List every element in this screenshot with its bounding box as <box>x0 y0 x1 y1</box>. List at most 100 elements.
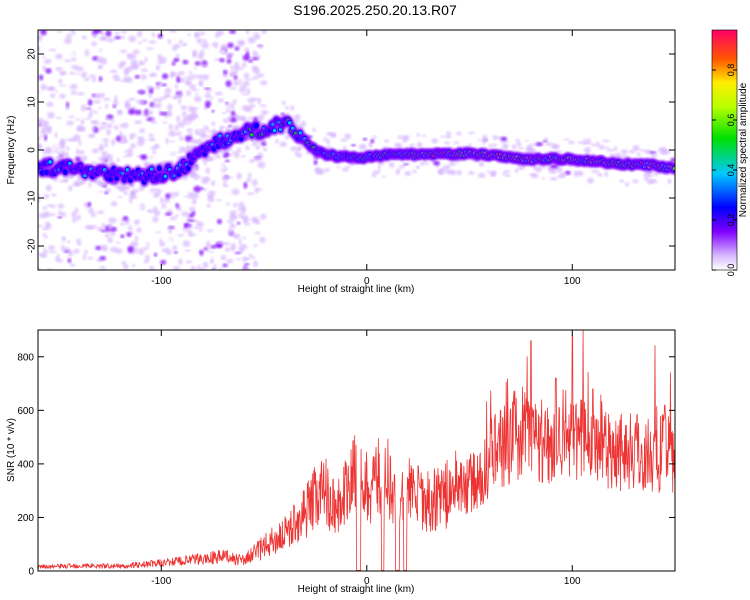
noise-blob <box>146 110 154 115</box>
noise-blob <box>194 66 198 70</box>
noise-blob <box>215 199 223 202</box>
noise-blob <box>107 237 113 244</box>
noise-blob <box>199 49 205 56</box>
noise-blob <box>123 69 129 76</box>
noise-blob <box>349 162 357 166</box>
noise-blob <box>568 140 575 145</box>
noise-blob <box>187 191 195 199</box>
noise-blob <box>244 263 250 266</box>
noise-blob <box>166 151 174 155</box>
noise-blob <box>155 65 161 71</box>
noise-blob <box>620 149 628 154</box>
noise-blob <box>178 258 183 265</box>
noise-blob <box>81 35 87 40</box>
noise-blob <box>176 131 182 136</box>
noise-blob <box>545 142 553 146</box>
noise-blob <box>45 185 53 191</box>
noise-blob <box>239 244 248 250</box>
noise-blob <box>155 188 162 194</box>
ridge-peak <box>287 121 292 125</box>
noise-blob <box>575 170 584 177</box>
noise-blob <box>252 50 258 56</box>
noise-blob <box>336 165 341 169</box>
noise-blob <box>71 57 77 62</box>
noise-blob <box>86 107 91 110</box>
noise-blob <box>128 97 136 101</box>
noise-blob <box>179 136 185 141</box>
noise-blob <box>138 205 145 208</box>
noise-blob <box>230 72 237 77</box>
noise-blob <box>51 187 59 191</box>
noise-blob <box>69 263 76 267</box>
noise-blob <box>331 132 336 138</box>
noise-blob <box>440 135 445 138</box>
noise-blob <box>371 135 377 139</box>
noise-blob <box>603 146 610 149</box>
noise-blob <box>116 157 120 163</box>
noise-blob <box>296 124 300 127</box>
noise-blob <box>363 172 367 177</box>
noise-blob <box>211 42 217 47</box>
noise-blob <box>516 141 522 147</box>
snr-y-label: SNR (10 * v/v) <box>6 418 17 482</box>
colorbar-ticks: 0.0 0.2 0.4 0.6 0.8 <box>712 64 737 276</box>
noise-blob <box>106 198 114 202</box>
noise-blob <box>449 169 457 176</box>
noise-blob <box>45 148 52 155</box>
noise-blob <box>60 150 65 154</box>
noise-blob <box>75 118 80 121</box>
noise-blob <box>47 213 56 217</box>
noise-blob <box>38 136 41 142</box>
noise-blob <box>54 152 60 157</box>
noise-blob <box>173 58 180 62</box>
noise-blob <box>99 266 107 270</box>
noise-blob <box>456 169 462 176</box>
noise-blob <box>138 186 145 191</box>
noise-blob <box>259 236 266 243</box>
noise-blob <box>44 134 48 142</box>
noise-blob <box>564 170 571 175</box>
noise-blob <box>226 259 234 264</box>
colorbar-tick-label: 0.2 <box>726 214 736 227</box>
ridge-peak <box>125 168 130 172</box>
noise-blob <box>63 230 70 235</box>
noise-blob <box>238 238 242 245</box>
noise-blob <box>232 79 239 86</box>
noise-blob <box>90 212 97 218</box>
noise-blob <box>76 238 82 245</box>
noise-blob <box>204 92 212 99</box>
noise-blob <box>239 66 244 71</box>
noise-blob <box>186 114 195 122</box>
noise-blob <box>536 178 542 182</box>
noise-blob <box>168 130 176 137</box>
noise-blob <box>503 170 511 173</box>
noise-blob <box>161 203 167 209</box>
spectrogram-y-ticks: 20 10 0 -10 -20 <box>27 48 675 253</box>
noise-blob <box>167 38 172 45</box>
noise-blob <box>128 35 137 43</box>
noise-blob <box>221 241 230 246</box>
noise-blob <box>67 258 72 263</box>
noise-blob <box>224 159 230 163</box>
noise-blob <box>110 69 118 74</box>
noise-blob <box>515 138 520 142</box>
noise-blob <box>234 46 240 51</box>
noise-blob <box>97 34 104 38</box>
noise-blob <box>87 207 95 214</box>
noise-blob <box>99 259 103 263</box>
noise-blob <box>151 116 156 123</box>
noise-blob <box>468 171 475 175</box>
noise-blob <box>284 135 290 140</box>
noise-blob <box>79 180 86 184</box>
noise-blob <box>596 141 600 148</box>
noise-blob <box>492 143 497 147</box>
noise-blob <box>340 138 348 142</box>
noise-blob <box>186 90 192 97</box>
noise-blob <box>197 264 201 269</box>
noise-blob <box>143 247 148 251</box>
noise-blob <box>127 245 134 253</box>
noise-blob <box>178 40 183 44</box>
noise-blob <box>194 129 200 135</box>
noise-blob <box>89 74 96 79</box>
